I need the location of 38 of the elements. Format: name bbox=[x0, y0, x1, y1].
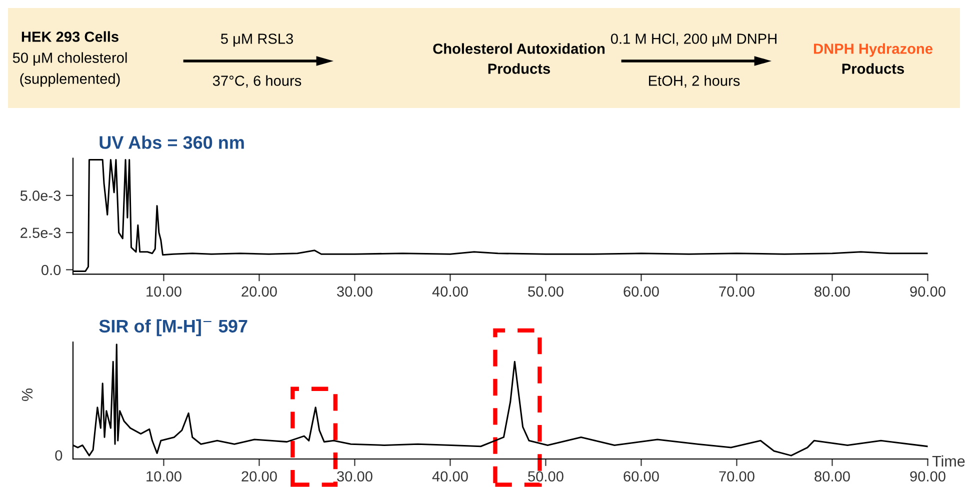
text: 50 μM cholesterol bbox=[12, 52, 127, 66]
x-tick-label: 80.00 bbox=[814, 286, 850, 297]
chart-title: UV Abs = 360 nm bbox=[100, 136, 244, 149]
text: 5 μM RSL3 bbox=[220, 34, 293, 47]
text: 0 bbox=[55, 450, 62, 461]
text: EtOH, 2 hours bbox=[649, 75, 740, 88]
x-tick-label: 80.00 bbox=[814, 471, 850, 482]
y-tick-label: 0.0 bbox=[41, 264, 61, 276]
text: Cholesterol Autoxidation bbox=[433, 43, 605, 54]
x-axis-title: Time bbox=[932, 455, 965, 467]
x-tick-label: 60.00 bbox=[624, 286, 659, 297]
text: 37°C, 6 hours bbox=[212, 75, 302, 88]
x-tick-label: 90.00 bbox=[910, 286, 946, 297]
x-tick-label: 40.00 bbox=[432, 471, 468, 482]
text: Products bbox=[842, 63, 904, 74]
y-tick-label: 5.0e-3 bbox=[20, 190, 61, 201]
x-tick-label: 20.00 bbox=[242, 286, 277, 297]
text: DNPH Hydrazone bbox=[814, 43, 932, 57]
x-tick-label: 50.00 bbox=[528, 471, 564, 482]
text: Products bbox=[488, 63, 550, 74]
text: HEK 293 Cells bbox=[22, 31, 118, 42]
x-tick-label: 90.00 bbox=[910, 471, 946, 482]
x-tick-label: 30.00 bbox=[337, 286, 372, 297]
x-tick-label: 20.00 bbox=[242, 471, 277, 482]
line-series bbox=[73, 158, 928, 272]
x-tick-label: 10.00 bbox=[146, 286, 182, 297]
y-axis-title: % bbox=[22, 388, 33, 401]
x-tick-label: 30.00 bbox=[337, 471, 372, 482]
x-tick-label: 50.00 bbox=[528, 286, 564, 297]
x-tick-label: 40.00 bbox=[432, 286, 468, 297]
y-tick-label: 2.5e-3 bbox=[20, 228, 61, 238]
x-tick-label: 60.00 bbox=[624, 471, 659, 482]
x-tick-label: 10.00 bbox=[146, 471, 182, 482]
text: 0.1 M HCl, 200 μM DNPH bbox=[610, 33, 776, 47]
x-tick-label: 70.00 bbox=[719, 471, 754, 482]
chart-title: SIR of [M-H]$^{−}$ 597 bbox=[99, 319, 248, 336]
x-tick-label: 70.00 bbox=[719, 286, 754, 297]
text: (supplemented) bbox=[20, 73, 120, 87]
